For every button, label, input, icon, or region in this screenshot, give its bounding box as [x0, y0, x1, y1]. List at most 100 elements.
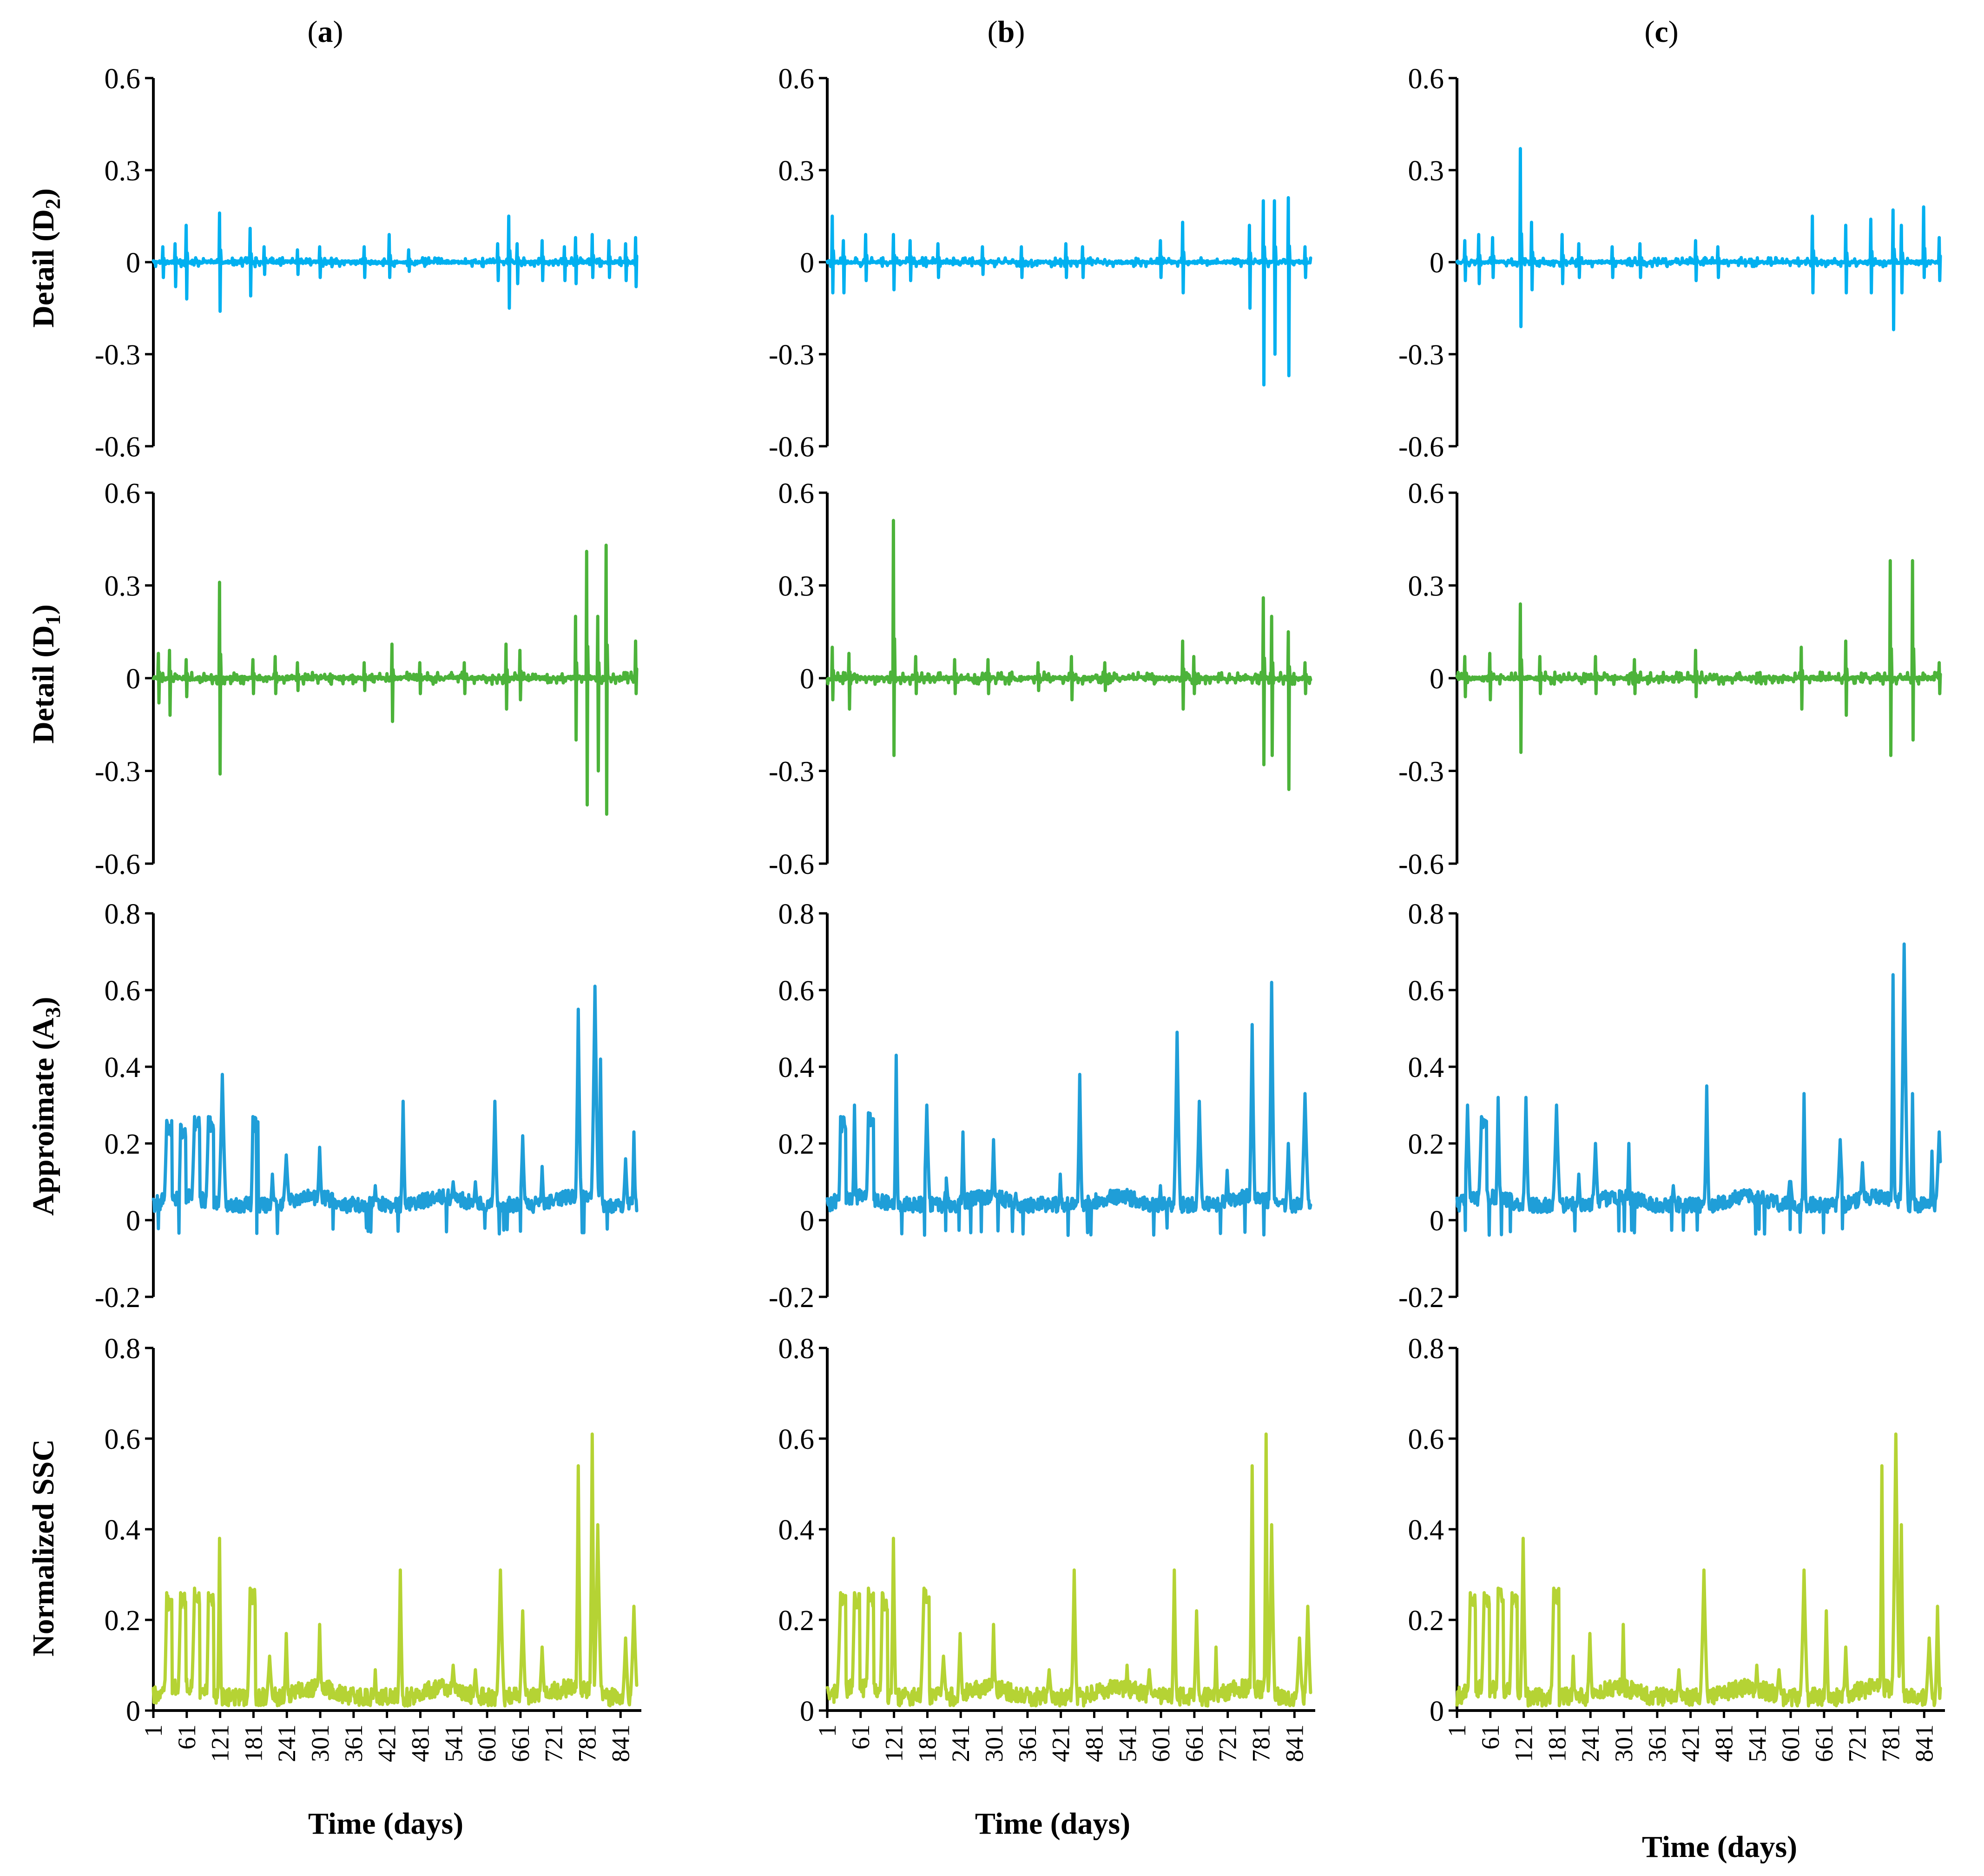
x-tick-label-c-ssc: 601 — [1777, 1724, 1805, 1762]
x-tick-label-b-ssc: 361 — [1014, 1724, 1041, 1762]
y-tick-label-c-ssc: 0.8 — [1408, 1333, 1444, 1365]
panel-c-ssc: 0.8 0.6 0.4 0.2 01 61 121 181 241 301 361 421 481 541… — [1408, 1333, 1945, 1762]
series-line-c-ssc — [1455, 1432, 1942, 1708]
y-tick-label-c-d1: 0.6 — [1408, 478, 1444, 509]
y-tick-label-b-ssc: 0.2 — [778, 1605, 815, 1637]
x-tick-label-a-ssc: 541 — [440, 1724, 468, 1762]
x-tick-label-a-ssc: 1 — [139, 1724, 167, 1737]
y-tick-label-a-ssc: 0.2 — [105, 1605, 141, 1637]
series-line-c-a3 — [1455, 942, 1942, 1237]
y-tick-label-a-a3: 0.6 — [105, 975, 141, 1007]
ylabel-row-a3: Approimate (A3) — [26, 997, 65, 1216]
y-tick-label-b-d1: -0.3 — [769, 756, 814, 788]
x-tick-label-a-ssc: 181 — [239, 1724, 267, 1762]
x-tick-label-c-ssc: 781 — [1877, 1724, 1905, 1762]
column-title-a: (a) — [308, 15, 343, 49]
y-tick-label-a-a3: -0.2 — [95, 1282, 140, 1314]
x-tick-label-a-ssc: 601 — [473, 1724, 501, 1762]
x-tick-label-a-ssc: 301 — [306, 1724, 334, 1762]
y-tick-label-a-d1: 0 — [126, 663, 140, 695]
series-line-b-d2 — [825, 196, 1312, 387]
y-tick-label-c-d2: -0.3 — [1398, 339, 1444, 371]
y-tick-label-a-a3: 0.8 — [105, 898, 141, 930]
y-tick-label-a-d2: -0.3 — [95, 339, 140, 371]
y-tick-label-a-ssc: 0.4 — [105, 1514, 141, 1546]
x-tick-label-b-ssc: 781 — [1247, 1724, 1275, 1762]
y-tick-label-c-d1: 0 — [1430, 663, 1444, 695]
y-tick-label-b-ssc: 0.6 — [778, 1424, 815, 1455]
y-tick-label-b-d2: -0.6 — [769, 431, 814, 463]
y-tick-label-a-d1: -0.3 — [95, 756, 140, 788]
y-tick-label-a-d2: 0.3 — [105, 155, 141, 187]
panel-b-d2: 0.6 0.3 0 -0.3 -0.6 — [769, 63, 1312, 463]
y-tick-label-c-a3: -0.2 — [1398, 1282, 1444, 1314]
y-tick-label-b-ssc: 0 — [800, 1696, 814, 1727]
y-tick-label-c-d1: -0.6 — [1398, 849, 1444, 880]
panel-c-a3: 0.8 0.6 0.4 0.2 0 -0.2 — [1398, 898, 1942, 1314]
x-tick-label-c-ssc: 241 — [1576, 1724, 1604, 1762]
series-line-b-ssc — [825, 1432, 1312, 1708]
x-tick-label-c-ssc: 661 — [1810, 1724, 1838, 1762]
y-tick-label-a-d2: -0.6 — [95, 431, 140, 463]
x-tick-label-b-ssc: 601 — [1147, 1724, 1175, 1762]
x-tick-label-b-ssc: 181 — [913, 1724, 941, 1762]
y-tick-label-c-ssc: 0.4 — [1408, 1514, 1444, 1546]
x-tick-label-c-ssc: 421 — [1677, 1724, 1705, 1762]
y-tick-label-a-d1: -0.6 — [95, 849, 140, 880]
y-tick-label-b-d2: 0 — [800, 247, 814, 279]
x-tick-label-b-ssc: 661 — [1180, 1724, 1208, 1762]
y-tick-label-c-a3: 0.6 — [1408, 975, 1444, 1007]
x-tick-label-a-ssc: 241 — [273, 1724, 301, 1762]
y-tick-label-c-ssc: 0.6 — [1408, 1424, 1444, 1455]
y-tick-label-c-a3: 0.8 — [1408, 898, 1444, 930]
y-tick-label-a-a3: 0 — [126, 1205, 140, 1237]
x-tick-label-c-ssc: 301 — [1610, 1724, 1638, 1762]
x-tick-label-b-ssc: 841 — [1280, 1724, 1308, 1762]
x-tick-label-b-ssc: 481 — [1080, 1724, 1108, 1762]
x-tick-label-a-ssc: 781 — [573, 1724, 601, 1762]
x-tick-label-c-ssc: 541 — [1743, 1724, 1771, 1762]
x-tick-label-c-ssc: 721 — [1844, 1724, 1872, 1762]
x-tick-label-a-ssc: 121 — [206, 1724, 234, 1762]
panel-a-a3: 0.8 0.6 0.4 0.2 0 -0.2 — [95, 898, 639, 1314]
panel-b-a3: 0.8 0.6 0.4 0.2 0 -0.2 — [769, 898, 1312, 1314]
series-line-a-ssc — [152, 1432, 639, 1708]
y-tick-label-b-d2: 0.6 — [778, 63, 815, 95]
x-tick-label-c-ssc: 181 — [1543, 1724, 1571, 1762]
x-tick-label-b-ssc: 121 — [880, 1724, 908, 1762]
y-tick-label-b-d1: 0.3 — [778, 571, 815, 602]
panel-c-d2: 0.6 0.3 0 -0.3 -0.6 — [1398, 63, 1942, 463]
y-tick-label-a-ssc: 0 — [126, 1696, 140, 1727]
series-line-c-d2 — [1455, 147, 1942, 331]
ylabel-row-ssc: Normalized SSC — [26, 1439, 60, 1656]
y-tick-label-c-d1: 0.3 — [1408, 571, 1444, 602]
y-tick-label-b-a3: 0 — [800, 1205, 814, 1237]
x-tick-label-b-ssc: 421 — [1047, 1724, 1075, 1762]
column-title-c: (c) — [1644, 15, 1678, 49]
y-tick-label-c-d2: -0.6 — [1398, 431, 1444, 463]
panel-b-d1: 0.6 0.3 0 -0.3 -0.6 — [769, 478, 1312, 880]
panel-b-ssc: 0.8 0.6 0.4 0.2 01 61 121 181 241 301 361 421 481 541… — [778, 1333, 1315, 1762]
y-tick-label-c-d2: 0.3 — [1408, 155, 1444, 187]
y-tick-label-a-d2: 0.6 — [105, 63, 141, 95]
y-tick-label-a-ssc: 0.6 — [105, 1424, 141, 1455]
x-tick-label-a-ssc: 361 — [340, 1724, 368, 1762]
panel-a-d2: 0.6 0.3 0 -0.3 -0.6 — [95, 63, 639, 463]
y-tick-label-a-d2: 0 — [126, 247, 140, 279]
x-tick-label-b-ssc: 1 — [813, 1724, 841, 1737]
y-tick-label-b-d2: 0.3 — [778, 155, 815, 187]
x-tick-label-a-ssc: 481 — [406, 1724, 434, 1762]
x-tick-label-c-ssc: 121 — [1510, 1724, 1538, 1762]
y-tick-label-c-ssc: 0.2 — [1408, 1605, 1444, 1637]
panel-c-d1: 0.6 0.3 0 -0.3 -0.6 — [1398, 478, 1942, 880]
y-tick-label-a-a3: 0.2 — [105, 1129, 141, 1160]
x-tick-label-c-ssc: 481 — [1710, 1724, 1738, 1762]
y-tick-label-b-d1: -0.6 — [769, 849, 814, 880]
y-tick-label-a-d1: 0.6 — [105, 478, 141, 509]
series-line-a-a3 — [152, 984, 639, 1236]
x-tick-label-c-ssc: 61 — [1476, 1724, 1504, 1750]
x-tick-label-c-ssc: 361 — [1643, 1724, 1671, 1762]
y-tick-label-b-a3: -0.2 — [769, 1282, 814, 1314]
x-tick-label-b-ssc: 541 — [1114, 1724, 1141, 1762]
